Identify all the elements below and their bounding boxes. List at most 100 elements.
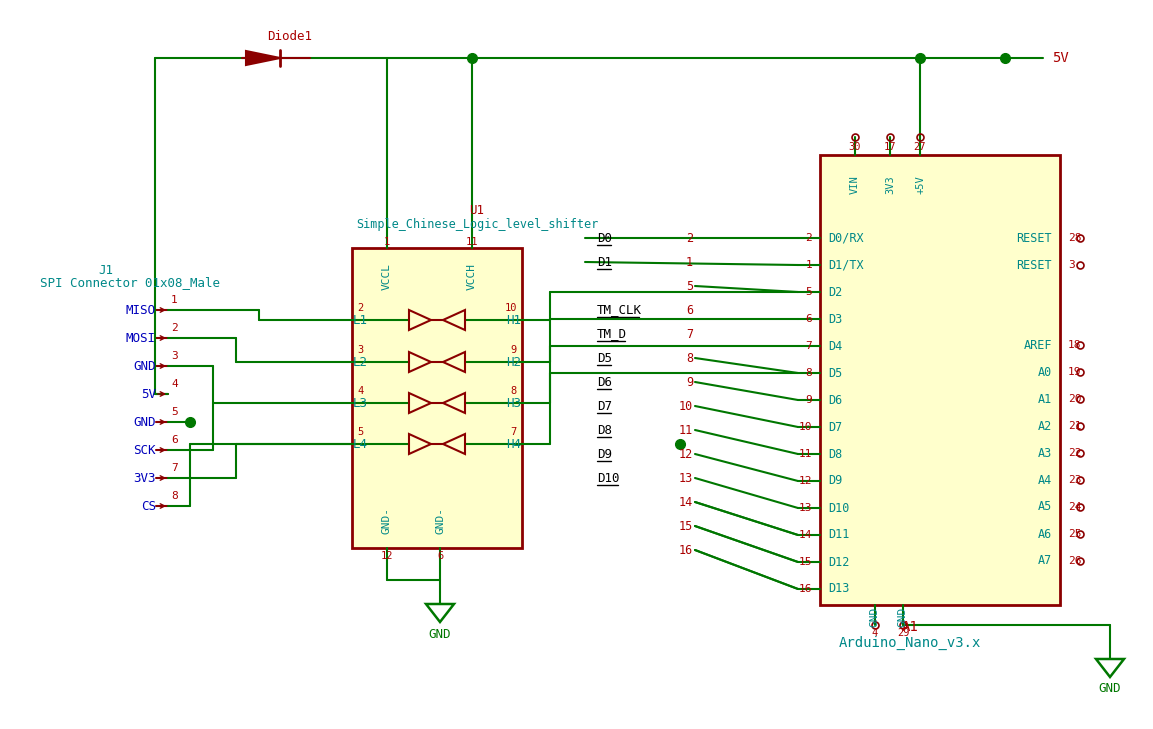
Text: 8: 8 xyxy=(805,368,812,378)
Text: VCCL: VCCL xyxy=(382,262,392,289)
Text: D7: D7 xyxy=(828,421,842,434)
Text: D10: D10 xyxy=(828,502,850,515)
Text: 3V3: 3V3 xyxy=(134,472,156,485)
Text: 1: 1 xyxy=(384,237,390,247)
Text: RESET: RESET xyxy=(1017,232,1052,244)
Text: 15: 15 xyxy=(799,557,812,567)
Text: D6: D6 xyxy=(828,394,842,407)
Text: 5: 5 xyxy=(805,287,812,297)
Text: 4: 4 xyxy=(872,628,879,638)
Text: 16: 16 xyxy=(799,584,812,594)
Text: D8: D8 xyxy=(597,424,612,437)
Text: L2: L2 xyxy=(353,356,368,368)
Text: 6: 6 xyxy=(805,314,812,324)
Text: +5V: +5V xyxy=(915,176,925,195)
Text: D13: D13 xyxy=(828,582,850,596)
Bar xyxy=(352,248,522,548)
Text: 5: 5 xyxy=(686,279,693,292)
Text: D11: D11 xyxy=(828,529,850,542)
Text: A3: A3 xyxy=(1038,446,1052,459)
Text: 5: 5 xyxy=(171,407,178,417)
Bar xyxy=(820,155,1060,605)
Text: J1: J1 xyxy=(98,263,113,276)
Text: 6: 6 xyxy=(437,551,443,561)
Text: 2: 2 xyxy=(357,303,363,313)
Text: A1: A1 xyxy=(902,620,919,634)
Text: VIN: VIN xyxy=(850,176,860,195)
Text: 5: 5 xyxy=(357,427,363,437)
Text: D3: D3 xyxy=(828,313,842,326)
Text: 9: 9 xyxy=(686,375,693,389)
Text: SPI Connector 01x08_Male: SPI Connector 01x08_Male xyxy=(40,276,220,289)
Text: 9: 9 xyxy=(511,345,517,355)
Text: D6: D6 xyxy=(597,375,612,389)
Text: A7: A7 xyxy=(1038,555,1052,567)
Text: 8: 8 xyxy=(511,386,517,396)
Text: 25: 25 xyxy=(1068,529,1082,539)
Text: L4: L4 xyxy=(353,437,368,451)
Text: Simple_Chinese_Logic_level_shifter: Simple_Chinese_Logic_level_shifter xyxy=(356,217,598,230)
Text: 6: 6 xyxy=(171,435,178,445)
Text: H2: H2 xyxy=(506,356,521,368)
Text: GND: GND xyxy=(871,607,880,627)
Text: D10: D10 xyxy=(597,472,619,485)
Text: D8: D8 xyxy=(828,448,842,461)
Text: 13: 13 xyxy=(799,503,812,513)
Text: GND: GND xyxy=(134,416,156,429)
Text: 13: 13 xyxy=(679,472,693,485)
Text: D4: D4 xyxy=(828,340,842,353)
Text: GND-: GND- xyxy=(435,507,445,534)
Text: 21: 21 xyxy=(1068,421,1082,431)
Text: U1: U1 xyxy=(469,203,484,217)
Text: 4: 4 xyxy=(357,386,363,396)
Text: 3: 3 xyxy=(1068,260,1075,270)
Text: TM_D: TM_D xyxy=(597,327,627,340)
Text: 15: 15 xyxy=(679,520,693,532)
Text: H3: H3 xyxy=(506,397,521,410)
Text: 3: 3 xyxy=(171,351,178,361)
Text: A5: A5 xyxy=(1038,501,1052,513)
Text: 7: 7 xyxy=(171,463,178,473)
Text: 5V: 5V xyxy=(1052,51,1069,65)
Text: 10: 10 xyxy=(679,399,693,413)
Text: D0: D0 xyxy=(597,232,612,244)
Text: 3V3: 3V3 xyxy=(886,176,895,195)
Text: 26: 26 xyxy=(1068,556,1082,566)
Text: TM_CLK: TM_CLK xyxy=(597,303,642,316)
Text: MOSI: MOSI xyxy=(126,332,156,345)
Text: 8: 8 xyxy=(686,351,693,364)
Text: A4: A4 xyxy=(1038,474,1052,486)
Text: GND-: GND- xyxy=(382,507,392,534)
Text: A0: A0 xyxy=(1038,365,1052,378)
Text: 7: 7 xyxy=(686,327,693,340)
Polygon shape xyxy=(246,51,280,65)
Text: SCK: SCK xyxy=(134,443,156,456)
Text: D5: D5 xyxy=(828,367,842,380)
Text: AREF: AREF xyxy=(1024,338,1052,351)
Text: 9: 9 xyxy=(805,395,812,405)
Text: RESET: RESET xyxy=(1017,259,1052,271)
Text: 3: 3 xyxy=(357,345,363,355)
Text: D2: D2 xyxy=(828,286,842,298)
Text: 10: 10 xyxy=(799,422,812,432)
Text: D1/TX: D1/TX xyxy=(828,259,864,271)
Text: 14: 14 xyxy=(799,530,812,540)
Text: Diode1: Diode1 xyxy=(267,29,312,42)
Text: L1: L1 xyxy=(353,313,368,327)
Text: L3: L3 xyxy=(353,397,368,410)
Text: 4: 4 xyxy=(171,379,178,389)
Text: 8: 8 xyxy=(171,491,178,501)
Text: 14: 14 xyxy=(679,496,693,509)
Text: H1: H1 xyxy=(506,313,521,327)
Text: H4: H4 xyxy=(506,437,521,451)
Text: VCCH: VCCH xyxy=(467,262,477,289)
Text: D9: D9 xyxy=(828,475,842,488)
Text: D9: D9 xyxy=(597,448,612,461)
Text: D12: D12 xyxy=(828,555,850,569)
Text: 12: 12 xyxy=(679,448,693,461)
Text: 19: 19 xyxy=(1068,367,1082,377)
Text: 18: 18 xyxy=(1068,340,1082,350)
Text: Arduino_Nano_v3.x: Arduino_Nano_v3.x xyxy=(839,636,981,650)
Text: A6: A6 xyxy=(1038,528,1052,540)
Text: D7: D7 xyxy=(597,399,612,413)
